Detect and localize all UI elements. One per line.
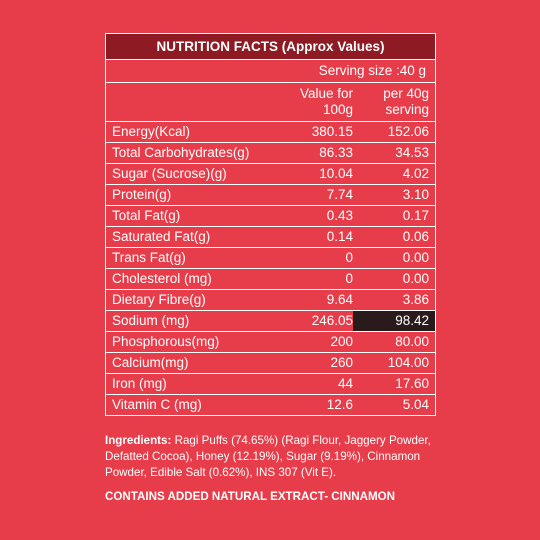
value-per-100g: 0	[345, 271, 353, 286]
value-per-serving: 3.10	[402, 187, 429, 202]
table-row: Protein(g) 7.74 3.10	[106, 185, 435, 206]
table-row: Iron (mg) 44 17.60	[106, 374, 435, 395]
value-per-100g: 260	[330, 355, 353, 370]
nutrient-name: Saturated Fat(g)	[112, 229, 211, 244]
value-per-100g: 86.33	[319, 145, 353, 160]
value-per-serving: 17.60	[395, 376, 429, 391]
ingredients-block: Ingredients: Ragi Puffs (74.65%) (Ragi F…	[105, 433, 440, 481]
value-per-100g: 9.64	[326, 292, 353, 307]
nutrient-name: Energy(Kcal)	[112, 124, 191, 139]
value-per-100g: 380.15	[311, 124, 353, 139]
nutrient-name: Calcium(mg)	[112, 355, 189, 370]
value-per-serving: 34.53	[395, 145, 429, 160]
serving-size: Serving size :40 g	[106, 60, 435, 83]
table-title: NUTRITION FACTS (Approx Values)	[106, 34, 435, 60]
contains-note: CONTAINS ADDED NATURAL EXTRACT- CINNAMON	[105, 490, 396, 503]
table-row: Energy(Kcal) 380.15 152.06	[106, 122, 435, 143]
value-per-100g: 246.05	[311, 313, 353, 328]
table-row: Trans Fat(g) 0 0.00	[106, 248, 435, 269]
value-per-serving: 0.00	[402, 271, 429, 286]
table-row: Sodium (mg) 246.05 98.42	[106, 311, 435, 332]
value-per-serving: 3.86	[402, 292, 429, 307]
value-per-serving: 0.06	[402, 229, 429, 244]
value-per-100g: 12.6	[326, 397, 353, 412]
value-per-100g: 0.14	[326, 229, 353, 244]
ingredients-label: Ingredients:	[105, 434, 172, 447]
value-per-100g: 7.74	[326, 187, 353, 202]
nutrient-name: Phosphorous(mg)	[112, 334, 220, 349]
nutrient-name: Protein(g)	[112, 187, 172, 202]
nutrient-rows: Energy(Kcal) 380.15 152.06 Total Carbohydra…	[106, 122, 435, 415]
value-per-serving: 80.00	[395, 334, 429, 349]
ingredients-text: Ragi Puffs (74.65%) (Ragi Flour, Jaggery…	[105, 434, 431, 479]
nutrient-name: Sugar (Sucrose)(g)	[112, 166, 227, 181]
nutrition-facts-table: NUTRITION FACTS (Approx Values) Serving …	[105, 33, 436, 416]
nutrient-name: Vitamin C (mg)	[112, 397, 202, 412]
value-per-serving: 0.17	[402, 208, 429, 223]
value-per-serving: 104.00	[387, 355, 429, 370]
header-per-serving: per 40g serving	[383, 86, 429, 117]
header-per-100g: Value for 100g	[299, 86, 353, 117]
table-row: Total Fat(g) 0.43 0.17	[106, 206, 435, 227]
nutrient-name: Sodium (mg)	[112, 313, 190, 328]
nutrient-name: Cholesterol (mg)	[112, 271, 212, 286]
table-row: Dietary Fibre(g) 9.64 3.86	[106, 290, 435, 311]
value-per-100g: 10.04	[319, 166, 353, 181]
nutrient-name: Trans Fat(g)	[112, 250, 186, 265]
table-row: Sugar (Sucrose)(g) 10.04 4.02	[106, 164, 435, 185]
table-row: Total Carbohydrates(g) 86.33 34.53	[106, 143, 435, 164]
nutrient-name: Total Carbohydrates(g)	[112, 145, 250, 160]
table-row: Calcium(mg) 260 104.00	[106, 353, 435, 374]
table-row: Vitamin C (mg) 12.6 5.04	[106, 395, 435, 415]
value-per-serving: 5.04	[402, 397, 429, 412]
value-per-serving: 4.02	[402, 166, 429, 181]
value-per-100g: 0.43	[326, 208, 353, 223]
value-per-serving: 0.00	[402, 250, 429, 265]
value-per-serving: 152.06	[387, 124, 429, 139]
table-row: Phosphorous(mg) 200 80.00	[106, 332, 435, 353]
table-row: Saturated Fat(g) 0.14 0.06	[106, 227, 435, 248]
value-per-100g: 0	[345, 250, 353, 265]
column-header-row: Value for 100g per 40g serving	[106, 83, 435, 122]
header-blank	[106, 83, 278, 121]
nutrient-name: Dietary Fibre(g)	[112, 292, 206, 307]
value-per-100g: 44	[337, 376, 353, 391]
nutrient-name: Iron (mg)	[112, 376, 167, 391]
nutrient-name: Total Fat(g)	[112, 208, 181, 223]
table-row: Cholesterol (mg) 0 0.00	[106, 269, 435, 290]
value-per-100g: 200	[330, 334, 353, 349]
value-per-serving: 98.42	[353, 311, 435, 331]
